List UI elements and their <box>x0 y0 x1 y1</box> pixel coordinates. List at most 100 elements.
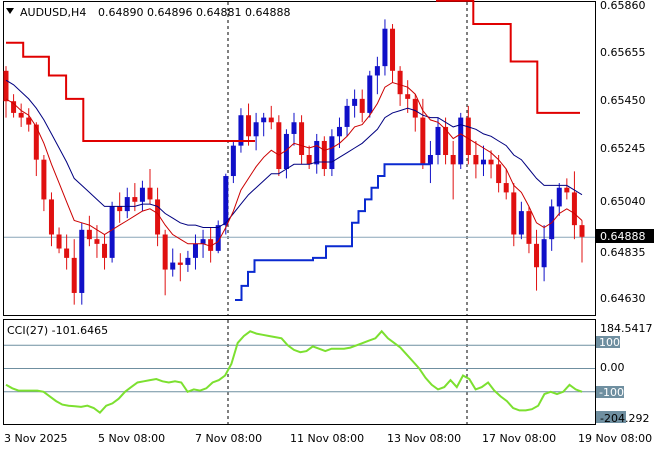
candle-body <box>276 122 282 170</box>
stop-blue-line <box>235 163 430 301</box>
current-price-value: 0.64888 <box>600 230 646 243</box>
price-axis: 0.65860 0.65655 0.65450 0.65245 0.65040 … <box>600 0 646 305</box>
candle-body <box>435 126 441 155</box>
candle-body <box>192 243 198 258</box>
candle-body <box>230 145 236 177</box>
cci-level-badge <box>596 336 620 348</box>
price-tick: 0.65860 <box>600 0 646 12</box>
ema-fast-line <box>5 81 583 247</box>
candle-body <box>238 115 244 146</box>
candle-body <box>3 70 9 102</box>
price-tick: 0.64630 <box>600 292 646 305</box>
candle-body <box>246 115 252 137</box>
candle-body <box>579 225 585 237</box>
candle-body <box>200 239 206 244</box>
time-tick: 19 Nov 08:00 <box>578 432 652 445</box>
time-tick: 17 Nov 08:00 <box>482 432 556 445</box>
candle-body <box>359 98 365 113</box>
cci-tick: -204.292 <box>600 412 649 425</box>
candle-body <box>223 176 229 226</box>
cci-tick: -100 <box>599 386 624 399</box>
candle-body <box>147 187 153 200</box>
candle-body <box>503 183 509 193</box>
price-tick: 0.65245 <box>600 142 646 155</box>
candle-body <box>397 70 403 95</box>
time-tick: 13 Nov 08:00 <box>387 432 461 445</box>
cci-line <box>5 329 583 415</box>
candle-body <box>480 159 486 165</box>
candle-body <box>344 105 350 127</box>
candle-body <box>41 159 47 200</box>
cci-tick: 100 <box>599 336 620 349</box>
candle-body <box>321 140 327 170</box>
time-tick: 3 Nov 2025 <box>4 432 67 445</box>
candle-body <box>571 192 577 226</box>
candle-body <box>534 243 540 268</box>
candle-body <box>390 28 396 71</box>
ohlc-values: 0.64890 0.64896 0.64881 0.64888 <box>98 6 290 19</box>
candle-body <box>177 262 183 265</box>
cci-pane[interactable] <box>3 319 596 425</box>
time-axis: 3 Nov 2025 5 Nov 08:00 7 Nov 08:00 11 No… <box>4 432 652 445</box>
candle-body <box>291 122 297 134</box>
candle-body <box>541 239 547 268</box>
candle-body <box>117 206 123 212</box>
candle-body <box>170 262 176 270</box>
candle-body <box>450 154 456 165</box>
price-tick: 0.65450 <box>600 94 646 107</box>
candle-body <box>427 154 433 165</box>
candle-body <box>94 239 100 244</box>
candle-body <box>124 197 130 212</box>
candle-body <box>56 234 62 249</box>
price-tick: 0.65655 <box>600 46 646 59</box>
candle-body <box>64 248 70 258</box>
price-pane[interactable] <box>3 1 596 316</box>
candle-body <box>473 154 479 165</box>
candle-body <box>518 211 524 235</box>
candle-body <box>86 229 92 240</box>
cci-tick: 0.00 <box>600 361 625 374</box>
candle-body <box>465 117 471 155</box>
time-tick: 7 Nov 08:00 <box>195 432 262 445</box>
candle-body <box>299 122 305 155</box>
candle-body <box>405 94 411 99</box>
candle-body <box>261 117 267 123</box>
candle-body <box>458 117 464 165</box>
collapse-triangle-icon[interactable] <box>6 8 14 14</box>
indicator-lines-layer <box>5 0 583 301</box>
candle-body <box>33 124 39 160</box>
candle-body <box>48 199 54 235</box>
candle-body <box>374 66 380 76</box>
candle-body <box>367 75 373 113</box>
candle-body <box>314 140 320 165</box>
candle-body <box>336 126 342 137</box>
time-tick: 5 Nov 08:00 <box>98 432 165 445</box>
ema-slow-line <box>5 79 583 228</box>
candle-body <box>283 133 289 170</box>
cci-layer <box>4 329 595 415</box>
candle-body <box>162 234 168 270</box>
stop-red-late-line <box>436 0 580 114</box>
candle-body <box>208 239 214 251</box>
candle-body <box>11 101 17 113</box>
cci-indicator-label: CCI(27) -101.6465 <box>7 324 108 337</box>
price-tick: 0.64835 <box>600 246 646 259</box>
candle-body <box>185 257 191 265</box>
candle-body <box>215 225 221 251</box>
candle-body <box>139 187 145 202</box>
time-tick: 11 Nov 08:00 <box>290 432 364 445</box>
candle-body <box>102 243 108 258</box>
candle-body <box>382 28 388 67</box>
candle-body <box>443 126 449 155</box>
candle-body <box>556 187 562 207</box>
candle-body <box>511 192 517 235</box>
candle-body <box>526 211 532 244</box>
price-tick: 0.65040 <box>600 195 646 208</box>
stop-red-line <box>6 41 255 142</box>
cci-tick: 184.5417 <box>600 322 653 335</box>
candle-body <box>420 117 426 165</box>
candle-body <box>79 229 85 293</box>
candle-body <box>132 197 138 202</box>
candle-body <box>352 98 358 106</box>
